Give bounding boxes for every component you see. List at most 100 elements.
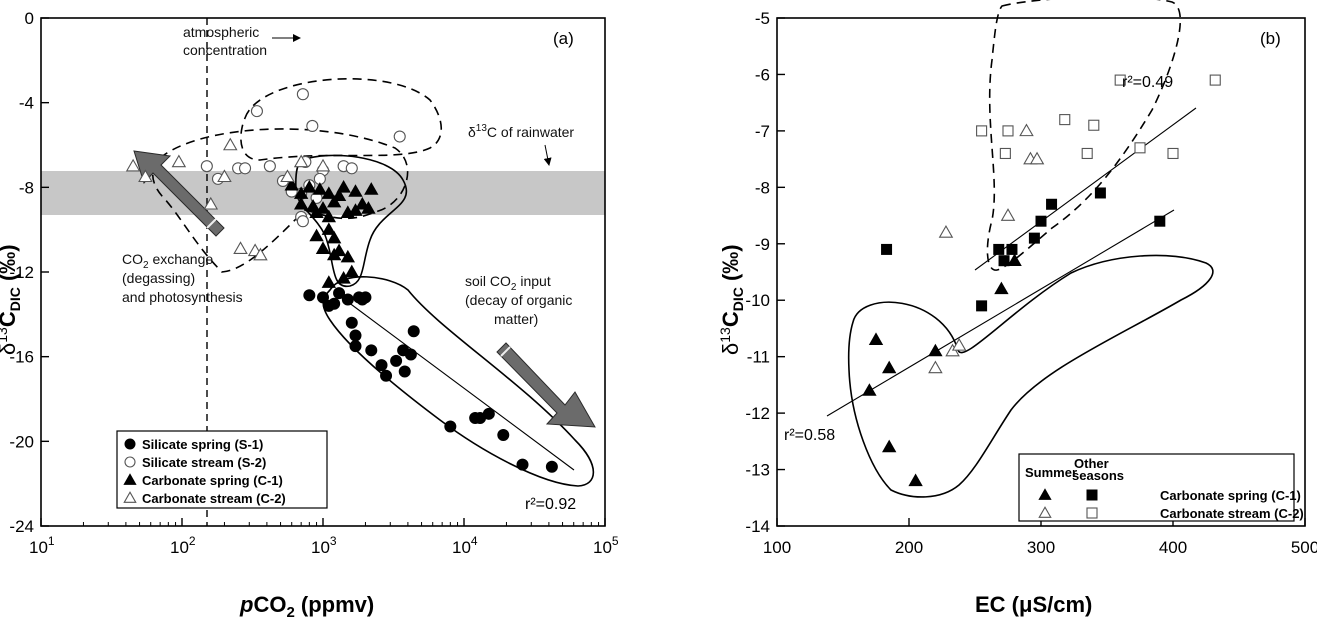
data-point [345, 316, 358, 329]
r2-label-a: r²=0.92 [525, 496, 576, 513]
data-point [321, 222, 337, 235]
data-point [344, 264, 359, 278]
data-point [365, 344, 378, 357]
data-point [976, 125, 988, 137]
legend-label: Carbonate spring (C-1) [142, 473, 283, 488]
atmospheric-label-2: concentration [183, 42, 267, 58]
data-point [908, 473, 923, 487]
panel-a-chart: 101 102 103 104 105 0 -4 -8 -12 -16 -20 -24 (a) atm… [0, 9, 619, 621]
x-tick-label: 101 [29, 534, 55, 557]
co2-exchange-label-2: (degassing) [122, 270, 195, 286]
panel-b-label: (b) [1260, 29, 1281, 48]
legend-marker-summer [1038, 488, 1052, 500]
data-point [364, 182, 379, 195]
data-point [331, 243, 347, 257]
x-axis-label-b: EC (μS/cm) [975, 592, 1092, 617]
svg-text:seasons: seasons [1072, 468, 1124, 483]
data-point [1081, 147, 1093, 160]
y-tick-label: -16 [9, 348, 34, 367]
data-point [1167, 147, 1179, 160]
panel-a-points [125, 88, 558, 473]
data-point [1209, 74, 1221, 86]
data-point [340, 249, 356, 263]
data-point [994, 281, 1009, 295]
data-point [315, 241, 331, 254]
data-point [284, 177, 299, 191]
data-point [862, 383, 877, 396]
panel-b-chart: 100 200 300 400 500 -5 -6 -7 -8 -9 -10 -11 -12 -13 -14… [717, 0, 1317, 617]
data-point [293, 154, 309, 168]
y-tick-label: -11 [747, 348, 770, 367]
x-tick-label: 102 [170, 534, 196, 557]
legend-label: Carbonate spring (C-1) [1160, 488, 1301, 503]
data-point [263, 160, 276, 173]
c2-envelope [151, 128, 409, 273]
data-point [881, 243, 893, 255]
regression-line-c1 [826, 209, 1175, 417]
data-point [1019, 123, 1034, 137]
y-tick-label: -10 [745, 291, 770, 310]
x-tick-label: 300 [1027, 538, 1055, 557]
data-point [361, 201, 376, 214]
y-tick-label: -13 [745, 461, 770, 480]
r2-label-b2: r²=0.58 [784, 427, 835, 444]
soil-co2-label-2: (decay of organic [465, 292, 572, 308]
data-point [349, 340, 362, 353]
panel-a-ticks: 101 102 103 104 105 0 -4 -8 -12 -16 -20 -24 [9, 9, 619, 557]
x-tick-label: 105 [593, 534, 619, 557]
data-point [345, 162, 358, 175]
data-point [951, 337, 967, 351]
data-point [348, 203, 363, 216]
y-tick-label: -12 [745, 404, 770, 423]
data-point [238, 162, 252, 175]
legend-a: Silicate spring (S-1) Silicate stream (S-… [116, 430, 328, 509]
legend-marker [124, 456, 136, 468]
data-point [928, 343, 943, 357]
data-point [253, 247, 268, 261]
data-point [171, 154, 187, 168]
data-point [349, 329, 362, 342]
data-point [125, 158, 141, 172]
data-point [321, 275, 337, 288]
svg-text:Other: Other [1074, 456, 1109, 471]
data-point [545, 460, 558, 473]
soil-co2-label-1: soil CO2 input [465, 273, 551, 293]
data-point [355, 196, 370, 210]
legend-marker [123, 491, 137, 503]
panel-a-label: (a) [553, 29, 574, 48]
data-point [868, 332, 884, 345]
y-tick-label: -20 [9, 432, 34, 451]
legend-label: Carbonate stream (C-2) [1160, 506, 1304, 521]
data-point [882, 439, 897, 453]
legend-b: Summer Other seasons Carbonate spring (C… [1018, 453, 1304, 522]
data-point [306, 119, 319, 132]
data-point [1007, 253, 1022, 266]
x-tick-label: 104 [452, 534, 478, 557]
data-point [326, 194, 342, 208]
y-axis-label-a: δ13CDIC (‰) [0, 244, 23, 355]
legend-marker-other [1086, 489, 1098, 501]
soil-co2-arrow [496, 342, 596, 428]
c1-envelope-b [847, 254, 1214, 498]
data-point [1002, 125, 1014, 137]
soil-co2-label-3: matter) [494, 311, 538, 327]
legend-marker-summer [1038, 506, 1052, 518]
panel-b-frame [776, 17, 1306, 527]
x-tick-label: 500 [1291, 538, 1317, 557]
x-tick-label: 103 [311, 534, 337, 557]
data-point [233, 241, 248, 255]
atmospheric-label-1: atmospheric [183, 24, 259, 40]
x-tick-label: 100 [763, 538, 791, 557]
s2-envelope-upper [240, 78, 443, 161]
data-point [223, 137, 238, 151]
data-point [407, 325, 420, 338]
y-tick-label: -9 [755, 235, 770, 254]
legend-label: Silicate stream (S-2) [142, 455, 266, 470]
legend-label: Carbonate stream (C-2) [142, 491, 286, 506]
legend-marker-other [1086, 507, 1098, 519]
y-tick-label: -8 [755, 178, 770, 197]
y-tick-label: -12 [9, 263, 34, 282]
data-point [312, 182, 328, 195]
data-point [1134, 142, 1146, 154]
